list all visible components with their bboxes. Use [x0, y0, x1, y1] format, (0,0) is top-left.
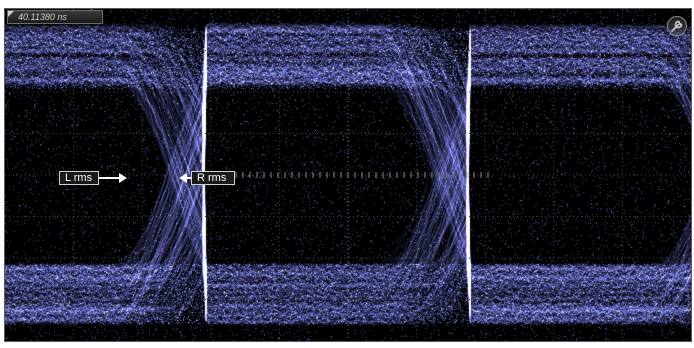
- r-rms-marker[interactable]: R rms: [191, 171, 235, 185]
- scope-settings-button[interactable]: [667, 16, 687, 36]
- l-rms-marker[interactable]: L rms: [59, 171, 99, 185]
- wrench-icon: [671, 20, 683, 32]
- r-rms-arrow-head: [179, 173, 187, 183]
- time-offset-readout: 40.11380 ns: [7, 10, 103, 24]
- l-rms-arrow: [99, 177, 123, 179]
- scope-display[interactable]: 40.11380 ns L rms R rms: [4, 8, 692, 342]
- l-rms-arrow-head: [119, 173, 127, 183]
- eye-diagram-plot: [5, 9, 691, 341]
